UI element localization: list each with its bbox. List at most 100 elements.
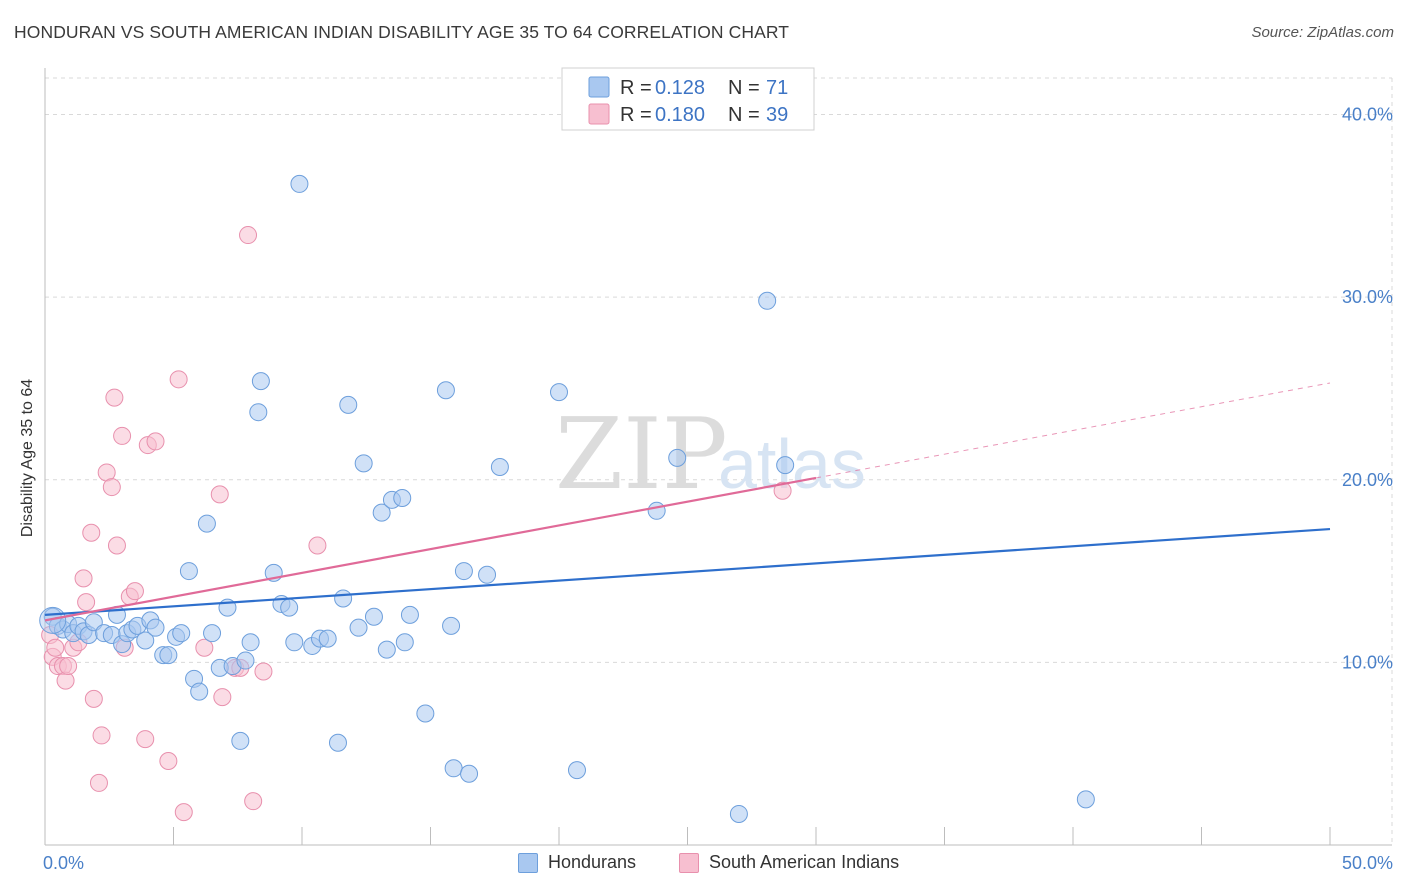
south-american-indian-point (239, 226, 258, 245)
honduran-point (179, 562, 198, 581)
south-american-indian-point (89, 773, 108, 792)
south-american-indian-point (125, 582, 144, 601)
bottom-legend: Hondurans South American Indians (0, 852, 1406, 878)
honduran-point (550, 383, 568, 402)
honduran-point (364, 607, 383, 626)
legend-box: R = 0.128 N = 71 R = 0.180 N = 39 (561, 67, 815, 131)
honduran-point (647, 501, 666, 520)
honduran-point (334, 589, 353, 608)
honduran-point (197, 514, 216, 533)
x-tick-label: 50.0% (1342, 853, 1393, 873)
honduran-point (241, 633, 260, 652)
south-american-indian-point (82, 523, 101, 542)
watermark: ZIP atlas (555, 398, 866, 512)
south-american-indian-point (146, 432, 165, 451)
south-american-indian-point (77, 593, 96, 612)
legend-swatch-south-american-indians (588, 103, 610, 125)
south-american-indian-point (244, 792, 263, 811)
bottom-legend-swatch-hondurans (518, 852, 538, 873)
watermark-zip: ZIP (555, 398, 728, 512)
south-american-indian-point (92, 726, 111, 745)
south-american-indian-point (210, 485, 229, 504)
south-american-indian-point (773, 481, 792, 500)
legend-r-value: 0.180 (655, 104, 705, 126)
legend-n-label: N = (728, 104, 760, 126)
legend-r-label: R = (620, 77, 652, 99)
honduran-point (372, 503, 391, 522)
y-tick-label: 10.0% (1342, 652, 1393, 672)
trend-line-south-american-indians (44, 476, 817, 622)
legend-r-value: 0.128 (655, 77, 705, 99)
axes (44, 68, 1392, 846)
honduran-point (39, 606, 67, 634)
honduran-point (84, 613, 103, 632)
trend-lines (44, 382, 1331, 622)
honduran-point (460, 764, 479, 783)
trend-line-hondurans (44, 527, 1331, 616)
south-american-indian-point (107, 536, 126, 555)
south-american-indian-point (105, 388, 124, 407)
south-american-indian-point (159, 751, 178, 770)
legend-swatch-hondurans (588, 76, 610, 98)
honduran-point (280, 598, 299, 617)
south-american-indian-point (174, 803, 193, 822)
honduran-point (251, 372, 270, 391)
y-tick-label: 40.0% (1342, 105, 1393, 125)
bottom-legend-item-south-american-indians: South American Indians (679, 852, 899, 873)
source-label: Source: ZipAtlas.com (1251, 24, 1394, 41)
south-american-indian-point (84, 689, 103, 708)
x-tick-label: 0.0% (43, 853, 84, 873)
honduran-point (349, 618, 368, 637)
honduran-point (668, 448, 687, 467)
honduran-point (490, 457, 509, 476)
honduran-point (393, 489, 412, 508)
honduran-point (249, 403, 268, 422)
south-american-indian-point (102, 478, 121, 497)
honduran-point (236, 651, 255, 670)
trend-line-extension (815, 382, 1331, 479)
south-american-indian-point (56, 671, 75, 690)
honduran-point (454, 562, 473, 581)
bottom-legend-label: South American Indians (709, 852, 900, 872)
honduran-point (729, 804, 748, 823)
south-american-indian-point (308, 536, 327, 555)
south-american-indian-point (213, 688, 232, 707)
honduran-point (290, 174, 309, 193)
honduran-point (442, 616, 461, 635)
legend-r-label: R = (620, 104, 652, 126)
south-american-indian-point (195, 638, 214, 657)
honduran-point (203, 624, 222, 643)
south-american-indian-point (46, 638, 65, 657)
honduran-point (136, 631, 155, 650)
honduran-point (377, 640, 396, 659)
honduran-point (395, 633, 414, 652)
honduran-point (436, 381, 455, 400)
bottom-legend-swatch-south-american-indians (679, 852, 699, 873)
honduran-point (567, 761, 586, 780)
honduran-point (285, 633, 304, 652)
honduran-point (146, 618, 165, 637)
y-tick-label: 30.0% (1342, 287, 1393, 307)
series-south-american-indians-points (41, 226, 792, 822)
honduran-point (400, 605, 419, 624)
honduran-point (354, 454, 373, 473)
legend-n-label: N = (728, 77, 760, 99)
bottom-legend-label: Hondurans (548, 852, 637, 872)
south-american-indian-point (59, 657, 78, 676)
y-tick-label: 20.0% (1342, 470, 1393, 490)
legend-n-value: 39 (766, 104, 788, 126)
chart-title: HONDURAN VS SOUTH AMERICAN INDIAN DISABI… (14, 22, 790, 42)
south-american-indian-point (169, 370, 188, 389)
south-american-indian-point (254, 662, 273, 681)
honduran-point (172, 624, 191, 643)
honduran-point (190, 682, 209, 701)
legend-n-value: 71 (766, 77, 788, 99)
tick-labels: 10.0% 20.0% 30.0% 40.0% 0.0% 50.0% (43, 105, 1393, 873)
honduran-point (444, 759, 463, 778)
honduran-point (328, 733, 347, 752)
honduran-point (339, 395, 358, 414)
bottom-legend-item-hondurans: Hondurans (518, 852, 636, 873)
south-american-indian-point (136, 730, 155, 749)
honduran-point (776, 456, 795, 475)
honduran-point (159, 646, 178, 665)
